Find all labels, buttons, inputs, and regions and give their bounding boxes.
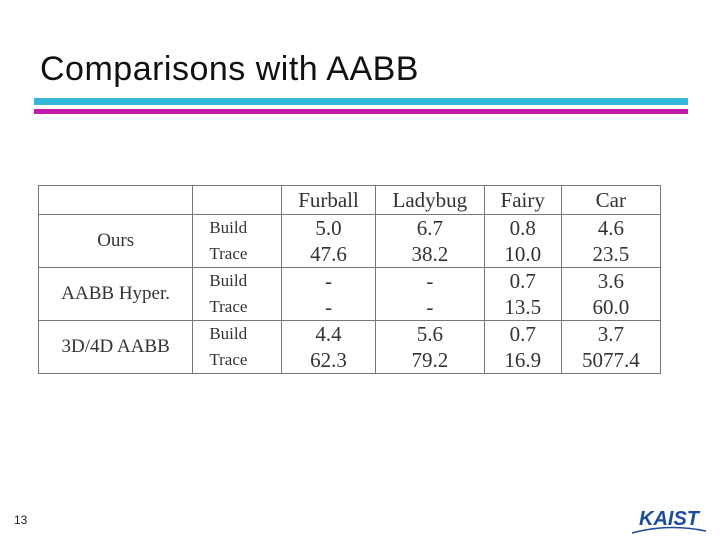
header-blank-method <box>37 185 194 215</box>
table-cell: 3.6 <box>560 267 662 294</box>
table-row: Trace - - 13.5 60.0 <box>39 294 662 321</box>
kaist-logo: KAIST <box>631 508 707 534</box>
table-cell: 5.0 <box>281 214 376 241</box>
column-header-furball: Furball <box>281 185 376 215</box>
title-underline-magenta <box>34 109 688 114</box>
table-cell: 60.0 <box>560 294 662 321</box>
table-cell: 3.7 <box>560 320 662 347</box>
title-underline-blue <box>34 98 688 105</box>
table-cell: 5.6 <box>374 320 485 347</box>
table-cell: - <box>374 267 485 294</box>
table-cell: 62.3 <box>281 347 376 374</box>
page-number: 13 <box>14 513 28 527</box>
table-cell: 5077.4 <box>560 347 662 374</box>
op-label: Trace <box>192 241 283 268</box>
op-label: Build <box>192 267 283 294</box>
table-cell: 0.7 <box>483 320 562 347</box>
op-label: Build <box>192 320 283 347</box>
table-cell: 13.5 <box>483 294 562 321</box>
method-label-aabb-hyper: AABB Hyper. <box>37 267 194 321</box>
comparison-table: Furball Ladybug Fairy Car Ours Build 5.0… <box>37 185 662 374</box>
kaist-logo-text: KAIST <box>639 508 701 530</box>
header-blank-op <box>192 185 283 215</box>
table-row: Ours Build 5.0 6.7 0.8 4.6 <box>37 214 662 268</box>
op-label: Trace <box>192 294 283 321</box>
table-cell: 23.5 <box>560 241 662 268</box>
table-header-row: Furball Ladybug Fairy Car <box>37 185 662 215</box>
table-cell: - <box>374 294 485 321</box>
table-cell: 16.9 <box>483 347 562 374</box>
table-row: 3D/4D AABB Build 4.4 5.6 0.7 3.7 <box>37 320 662 374</box>
op-label: Build <box>192 214 283 241</box>
column-header-ladybug: Ladybug <box>374 185 485 215</box>
table-cell: 4.4 <box>281 320 376 347</box>
column-header-car: Car <box>560 185 662 215</box>
table-cell: 6.7 <box>374 214 485 241</box>
table-cell: - <box>281 294 376 321</box>
table-cell: 47.6 <box>281 241 376 268</box>
table-row: Trace 62.3 79.2 16.9 5077.4 <box>39 347 662 374</box>
table-cell: 0.7 <box>483 267 562 294</box>
table-row: Trace 47.6 38.2 10.0 23.5 <box>39 241 662 268</box>
column-header-fairy: Fairy <box>483 185 562 215</box>
table-cell: - <box>281 267 376 294</box>
slide-title: Comparisons with AABB <box>40 50 419 88</box>
table-cell: 38.2 <box>374 241 485 268</box>
method-label-ours: Ours <box>37 214 194 268</box>
op-label: Trace <box>192 347 283 374</box>
table-cell: 0.8 <box>483 214 562 241</box>
method-label-3d4d-aabb: 3D/4D AABB <box>37 320 194 374</box>
table-row: AABB Hyper. Build - - 0.7 3.6 <box>37 267 662 321</box>
table-cell: 10.0 <box>483 241 562 268</box>
table-cell: 79.2 <box>374 347 485 374</box>
table-cell: 4.6 <box>560 214 662 241</box>
